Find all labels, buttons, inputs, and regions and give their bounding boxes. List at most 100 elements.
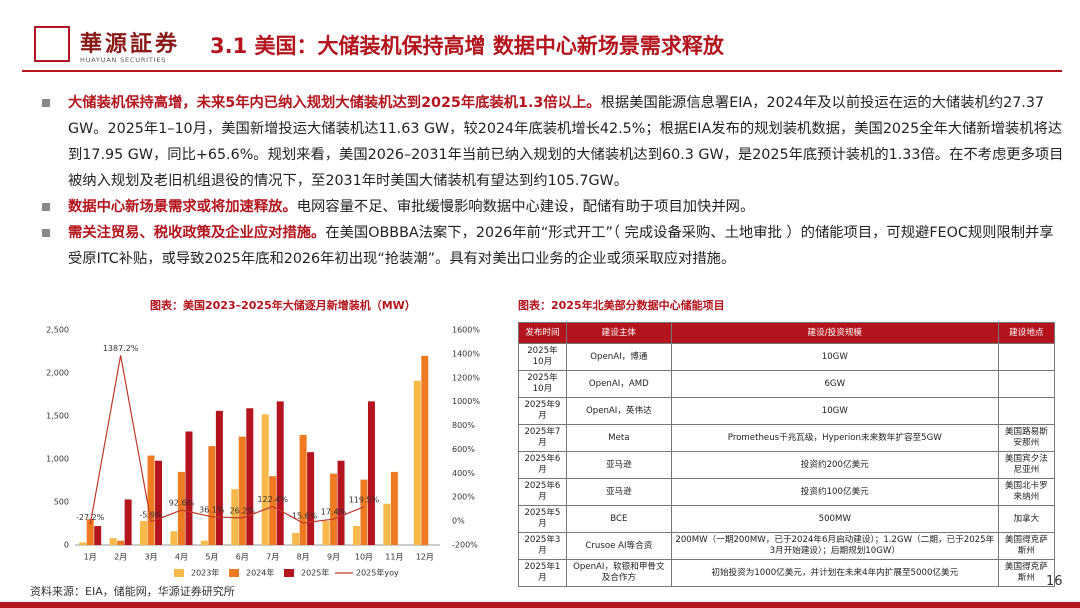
bar xyxy=(367,401,375,545)
table-cell: BCE xyxy=(565,505,672,533)
table-cell: 2025年1月 xyxy=(518,559,567,587)
bar xyxy=(94,526,102,545)
table-cell: 2025年10月 xyxy=(518,343,567,371)
bar xyxy=(185,431,193,545)
table-cell: 10GW xyxy=(670,397,999,425)
y-tick-label: 0 xyxy=(64,541,69,550)
table-row: 2025年3月 Crusoe AI等合资 200MW（一期200MW，已于2024年… xyxy=(518,532,1056,560)
header-cell: 建设主体 xyxy=(565,322,672,344)
bar xyxy=(86,519,94,545)
x-tick-label: 10月 xyxy=(355,553,373,562)
bullet: 大储装机保持高增，未来5年内已纳入规划大储装机达到2025年底装机1.3倍以上。… xyxy=(40,90,1065,194)
y2-tick-label: 400% xyxy=(452,469,475,478)
y2-tick-label: 800% xyxy=(452,421,475,430)
x-tick-label: 12月 xyxy=(416,553,434,562)
bar xyxy=(246,408,254,545)
bar xyxy=(322,520,330,545)
bar xyxy=(299,434,307,545)
bar xyxy=(124,499,132,545)
logo-icon xyxy=(34,26,70,62)
table-cell: 初始投资为1000亿美元，并计划在未来4年内扩展至5000亿美元 xyxy=(670,559,999,587)
bullet-list: 大储装机保持高增，未来5年内已纳入规划大储装机达到2025年底装机1.3倍以上。… xyxy=(40,90,1065,272)
table-cell: 2025年9月 xyxy=(518,397,567,425)
table-cell: 2025年7月 xyxy=(518,424,567,452)
bar xyxy=(155,460,163,545)
chart-title: 图表：美国2023–2025年大储逐月新增装机（MW） xyxy=(150,299,416,312)
y2-tick-label: 1200% xyxy=(452,373,480,382)
bar xyxy=(147,455,155,545)
bullet-text: 根据美国能源信息署EIA，2024年及以前投运在运的大储装机约27.37 GW。… xyxy=(68,95,1064,189)
data-label: 17.4% xyxy=(321,508,347,517)
bar xyxy=(215,410,223,545)
bar xyxy=(208,446,216,545)
table-cell: 亚马逊 xyxy=(565,478,672,506)
bar xyxy=(79,542,87,545)
table-cell: 2025年6月 xyxy=(518,478,567,506)
bar xyxy=(352,526,360,545)
data-label: 122.4% xyxy=(257,495,288,504)
table-cell: OpenAI，软银和甲骨文及合作方 xyxy=(565,559,672,587)
x-tick-label: 8月 xyxy=(297,553,310,562)
bar xyxy=(269,476,277,545)
x-tick-label: 3月 xyxy=(144,553,157,562)
y2-tick-label: 1600% xyxy=(452,326,480,335)
x-tick-label: 11月 xyxy=(385,553,403,562)
legend-swatch xyxy=(174,569,184,577)
table-cell: OpenAI，博通 xyxy=(565,343,672,371)
table-cell: 6GW xyxy=(670,370,999,398)
x-tick-label: 6月 xyxy=(236,553,249,562)
table-cell: 投资约200亿美元 xyxy=(670,451,999,479)
table-cell xyxy=(997,370,1056,398)
legend-label: 2025年 xyxy=(301,568,329,578)
table-row: 2025年6月 亚马逊 投资约200亿美元 美国宾夕法尼亚州 xyxy=(518,451,1056,479)
table-row: 2025年6月 亚马逊 投资约100亿美元 美国北卡罗来纳州 xyxy=(518,478,1056,506)
y2-tick-label: 1000% xyxy=(452,397,480,406)
legend-swatch xyxy=(284,569,294,577)
bar xyxy=(231,489,239,545)
table-cell: OpenAI，英伟达 xyxy=(565,397,672,425)
bar xyxy=(421,355,429,545)
legend-label: 2023年 xyxy=(191,568,219,578)
logo-name: 華源証券 xyxy=(80,31,181,57)
table-row: 2025年10月 OpenAI，AMD 6GW xyxy=(518,370,1056,398)
table-row: 2025年1月 OpenAI，软银和甲骨文及合作方 初始投资为1000亿美元，并计划… xyxy=(518,559,1056,587)
header-cell: 建设地点 xyxy=(997,322,1056,344)
project-table: 发布时间 建设主体 建设/投资规模 建设地点 2025年10月 OpenAI，博通 10GW… xyxy=(518,322,1056,587)
table-cell: Prometheus千兆瓦级，Hyperion未来数年扩容至5GW xyxy=(670,424,999,452)
table-cell: 10GW xyxy=(670,343,999,371)
x-tick-label: 9月 xyxy=(327,553,340,562)
bar xyxy=(390,471,398,545)
x-tick-label: 4月 xyxy=(175,553,188,562)
bar xyxy=(307,452,315,545)
legend-label: 2024年 xyxy=(246,568,274,578)
data-label: -15.6% xyxy=(289,511,318,520)
data-label: -5.9% xyxy=(139,510,163,519)
y2-tick-label: 0% xyxy=(452,517,465,526)
y-tick-label: 500 xyxy=(54,498,69,507)
table-cell: OpenAI，AMD xyxy=(565,370,672,398)
table-cell: 投资约100亿美元 xyxy=(670,478,999,506)
table-title: 图表：2025年北美部分数据中心储能项目 xyxy=(518,299,725,312)
bar xyxy=(337,460,345,545)
y2-tick-label: -200% xyxy=(452,541,478,550)
table-cell: 美国路易斯安那州 xyxy=(997,424,1056,452)
bar xyxy=(292,532,300,545)
bar xyxy=(170,531,178,545)
bar xyxy=(330,473,338,545)
x-tick-label: 1月 xyxy=(84,553,97,562)
table-cell: Meta xyxy=(565,424,672,452)
table-cell: 2025年5月 xyxy=(518,505,567,533)
table-cell: 200MW（一期200MW，已于2024年6月启动建设）；1.2GW（二期，已于… xyxy=(670,532,999,560)
bullet-lead: 大储装机保持高增，未来5年内已纳入规划大储装机达到2025年底装机1.3倍以上。 xyxy=(68,95,601,111)
bullet-text: 在美国OBBBA法案下，2026年前“形式开工”（ 完成设备采购、土地审批 ）的… xyxy=(68,225,1054,267)
bar xyxy=(117,540,125,545)
bar xyxy=(109,538,117,545)
table-cell: Crusoe AI等合资 xyxy=(565,532,672,560)
footer-bar xyxy=(0,602,1080,608)
bar xyxy=(413,380,421,545)
table-header-row: 发布时间 建设主体 建设/投资规模 建设地点 xyxy=(518,322,1056,344)
table-row: 2025年9月 OpenAI，英伟达 10GW xyxy=(518,397,1056,425)
table-row: 2025年10月 OpenAI，博通 10GW xyxy=(518,343,1056,371)
x-tick-label: 2月 xyxy=(114,553,127,562)
bullet-lead: 需关注贸易、税收政策及企业应对措施。 xyxy=(68,225,326,241)
